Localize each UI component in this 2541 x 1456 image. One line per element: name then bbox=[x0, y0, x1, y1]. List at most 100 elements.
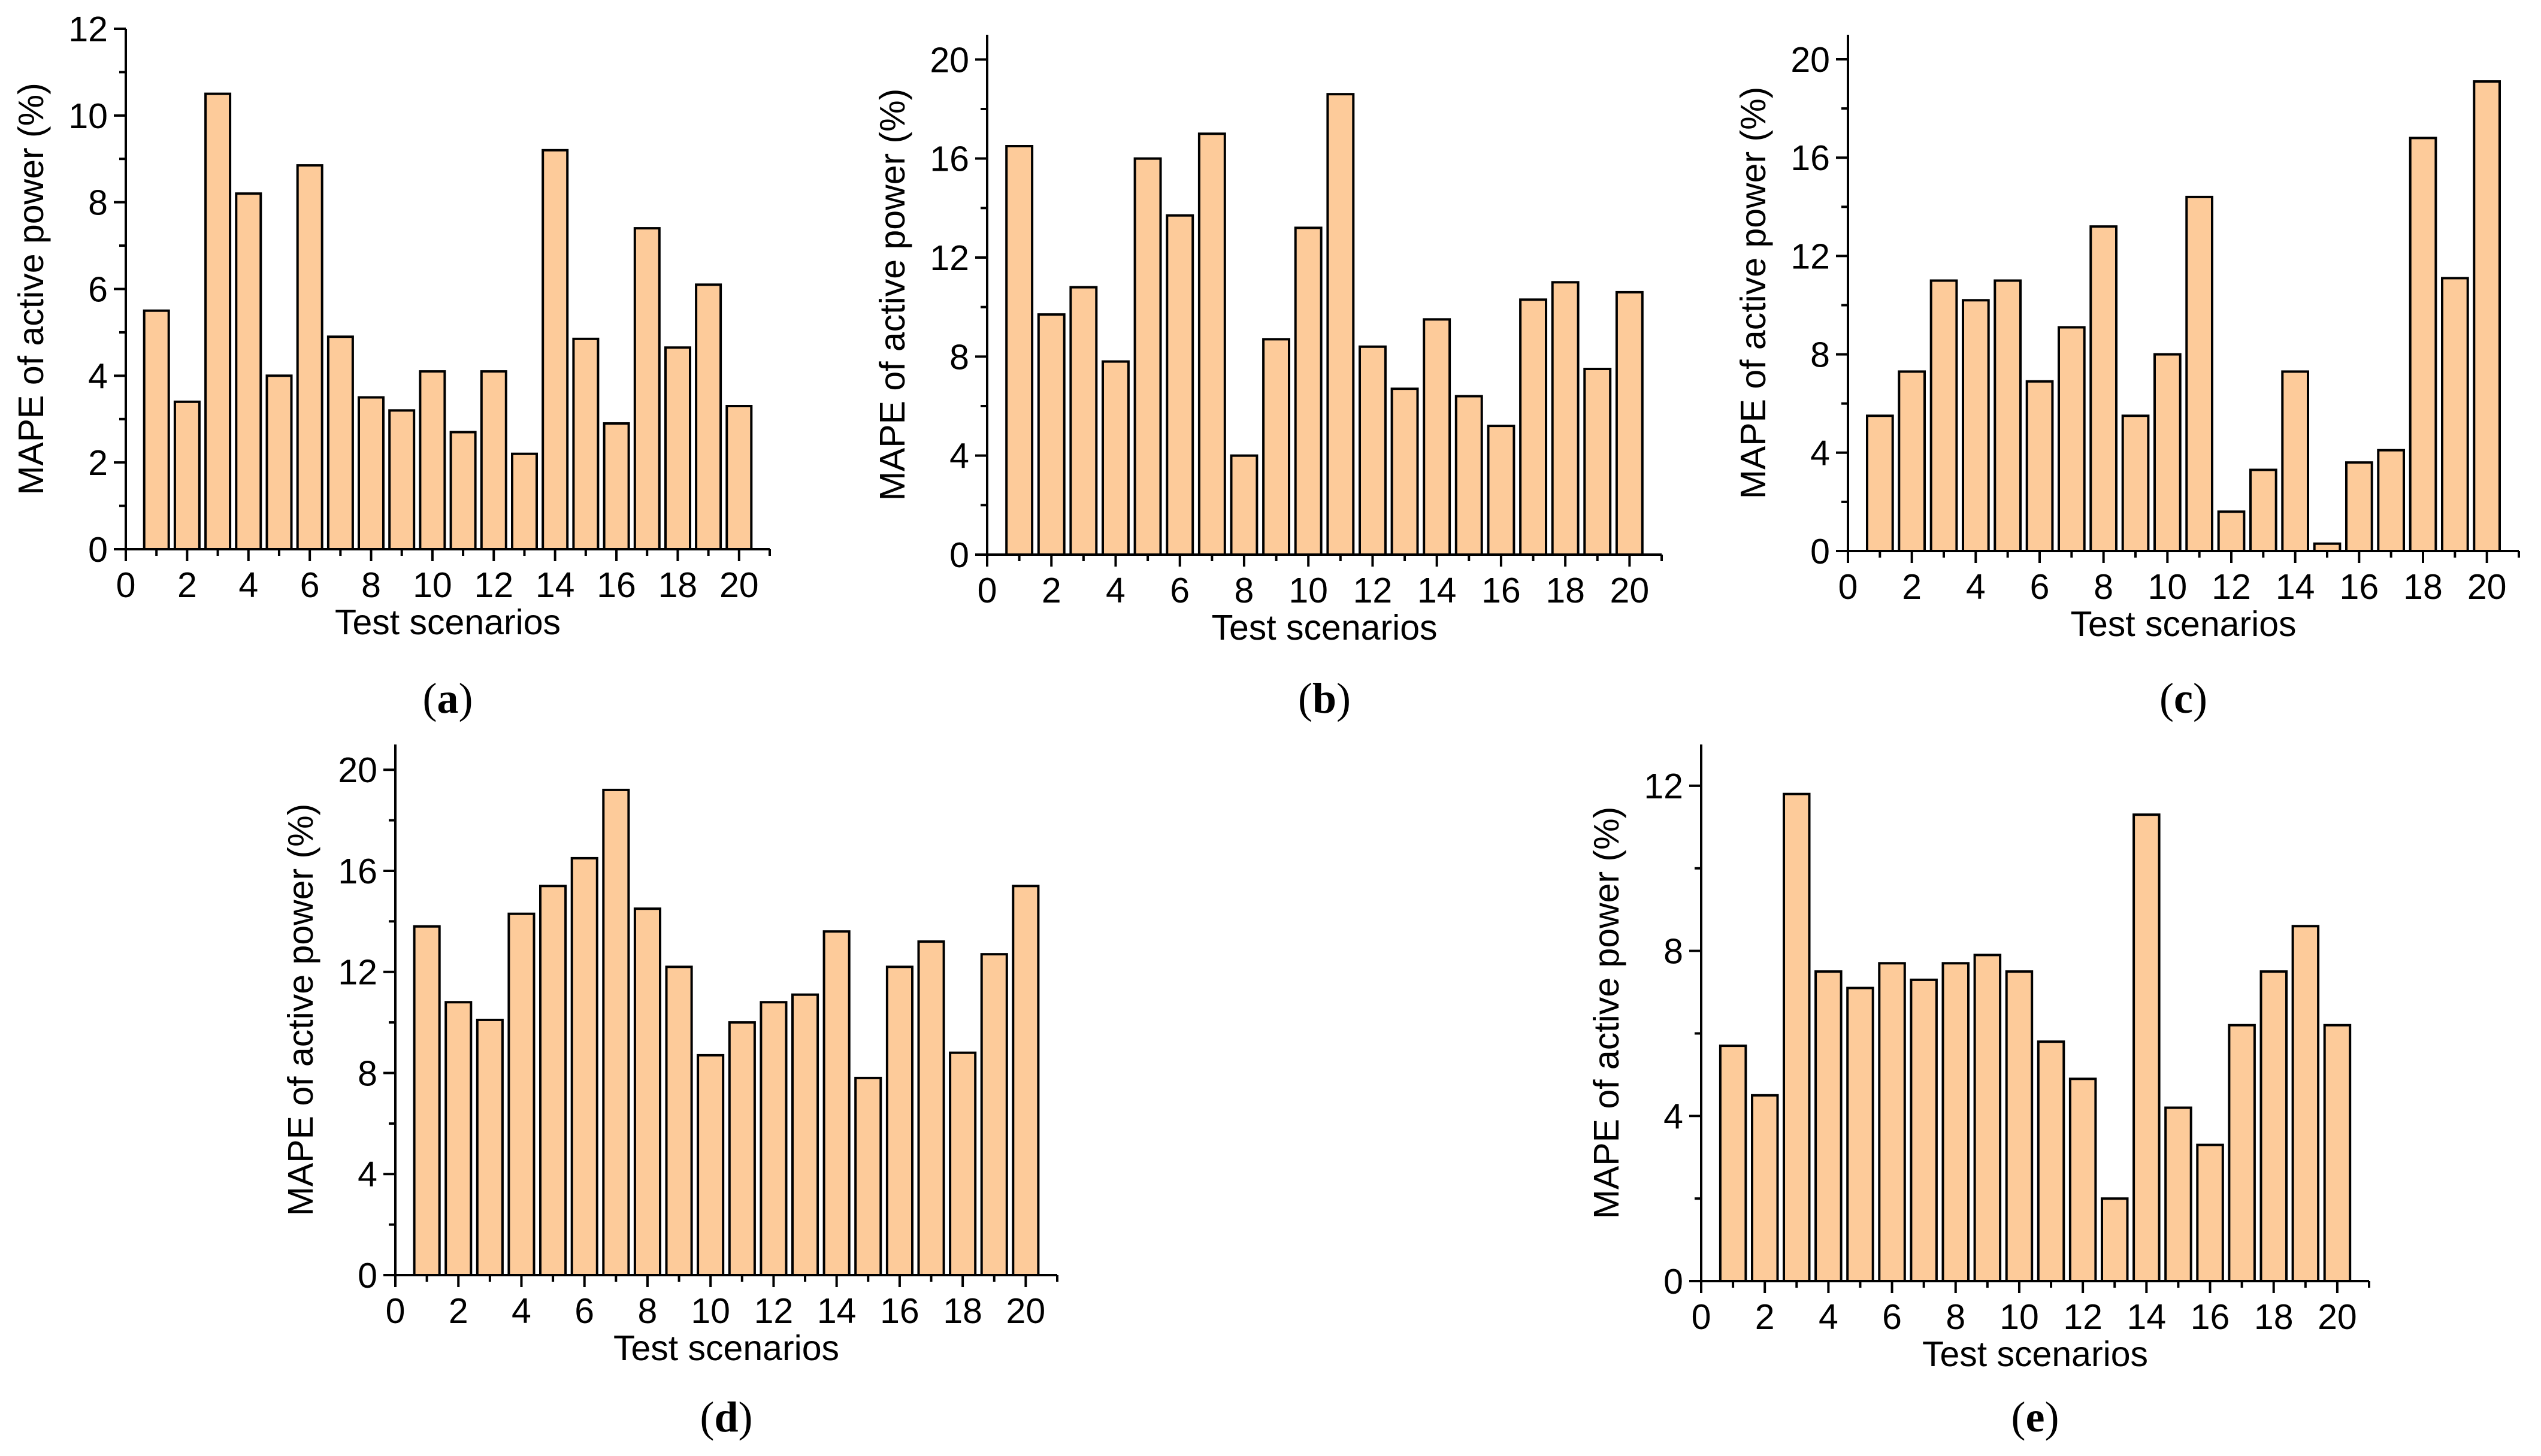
bar-b-scenario-11 bbox=[1326, 93, 1355, 556]
y-tick-label-c-0: 0 bbox=[1810, 532, 1830, 571]
panel-label-c: (c) bbox=[2159, 674, 2207, 722]
x-tick-label-b-18: 18 bbox=[1545, 571, 1585, 610]
bar-e-scenario-2 bbox=[1751, 1094, 1779, 1283]
bar-c-scenario-4 bbox=[1962, 299, 1990, 552]
panel-label-open: ( bbox=[2159, 674, 2174, 722]
y-tick-label-a-0: 0 bbox=[88, 530, 108, 570]
y-tick-label-b-4: 4 bbox=[949, 437, 969, 476]
panel-label-open: ( bbox=[700, 1393, 714, 1441]
y-tick-label-d-12: 12 bbox=[338, 953, 377, 992]
bar-a-scenario-10 bbox=[419, 370, 446, 550]
bar-a-scenario-4 bbox=[235, 192, 262, 550]
bar-d-scenario-13 bbox=[791, 993, 819, 1276]
bar-e-scenario-7 bbox=[1910, 978, 1938, 1283]
y-tick-label-c-20: 20 bbox=[1790, 40, 1830, 80]
x-tick-label-e-12: 12 bbox=[2063, 1297, 2103, 1337]
bar-a-scenario-15 bbox=[572, 337, 600, 550]
bar-e-scenario-19 bbox=[2291, 925, 2320, 1283]
x-tick-label-e-20: 20 bbox=[2318, 1297, 2357, 1337]
bar-e-scenario-5 bbox=[1846, 986, 1874, 1282]
x-tick-label-a-6: 6 bbox=[300, 565, 320, 605]
bar-d-scenario-1 bbox=[413, 925, 441, 1277]
bar-a-scenario-7 bbox=[326, 335, 354, 550]
bar-d-scenario-3 bbox=[476, 1018, 504, 1277]
bar-c-scenario-14 bbox=[2281, 370, 2310, 553]
bar-a-scenario-6 bbox=[296, 164, 323, 551]
panel-label-letter: e bbox=[2026, 1393, 2045, 1441]
panel-label-letter: b bbox=[1312, 674, 1336, 722]
bar-d-scenario-18 bbox=[949, 1051, 977, 1276]
bar-b-scenario-9 bbox=[1262, 338, 1291, 556]
x-tick-label-c-18: 18 bbox=[2403, 567, 2443, 607]
y-tick-label-d-0: 0 bbox=[358, 1256, 377, 1295]
panel-label-letter: c bbox=[2174, 674, 2193, 722]
bar-e-scenario-4 bbox=[1814, 970, 1843, 1282]
y-tick-label-e-4: 4 bbox=[1663, 1097, 1683, 1136]
bar-a-scenario-11 bbox=[449, 431, 477, 550]
x-tick-label-c-4: 4 bbox=[1966, 567, 1986, 607]
chart-panel-d: 0 2 4 6 8 10 12 14 16 18 20 0 4 8 12 16 20 Test scenarios… bbox=[281, 744, 1058, 1441]
bar-e-scenario-1 bbox=[1719, 1045, 1747, 1282]
bar-a-scenario-13 bbox=[511, 452, 538, 551]
x-tick-label-a-14: 14 bbox=[536, 565, 575, 605]
x-tick-label-b-2: 2 bbox=[1042, 571, 1061, 610]
y-axis-title-e: MAPE of active power (%) bbox=[1587, 807, 1626, 1219]
x-tick-label-b-6: 6 bbox=[1170, 571, 1190, 610]
bar-e-scenario-15 bbox=[2164, 1106, 2192, 1282]
x-tick-label-a-18: 18 bbox=[658, 565, 698, 605]
y-tick-label-a-8: 8 bbox=[88, 183, 108, 223]
bar-c-scenario-12 bbox=[2217, 510, 2246, 552]
bar-e-scenario-11 bbox=[2037, 1040, 2065, 1282]
x-tick-label-d-0: 0 bbox=[386, 1291, 406, 1331]
y-tick-label-b-8: 8 bbox=[949, 337, 969, 377]
panel-label-close: ) bbox=[1336, 674, 1351, 722]
panel-label-close: ) bbox=[2044, 1393, 2059, 1441]
bar-c-scenario-8 bbox=[2089, 225, 2118, 552]
bar-b-scenario-5 bbox=[1133, 157, 1162, 556]
bar-b-scenario-8 bbox=[1230, 454, 1259, 556]
panel-label-close: ) bbox=[459, 674, 473, 722]
bar-c-scenario-20 bbox=[2473, 80, 2501, 552]
x-tick-label-d-10: 10 bbox=[691, 1291, 730, 1331]
y-tick-label-b-16: 16 bbox=[930, 140, 969, 179]
x-tick-label-d-2: 2 bbox=[449, 1291, 468, 1331]
y-tick-label-b-0: 0 bbox=[949, 535, 969, 575]
bar-b-scenario-15 bbox=[1454, 395, 1483, 556]
bar-e-scenario-8 bbox=[1941, 962, 1970, 1283]
bar-e-scenario-10 bbox=[2005, 970, 2034, 1282]
bar-d-scenario-15 bbox=[854, 1076, 882, 1277]
bar-d-scenario-14 bbox=[822, 930, 851, 1276]
x-tick-label-b-0: 0 bbox=[978, 571, 997, 610]
bar-a-scenario-5 bbox=[265, 374, 293, 550]
x-tick-label-e-4: 4 bbox=[1819, 1297, 1838, 1337]
y-tick-label-a-6: 6 bbox=[88, 270, 108, 310]
bar-d-scenario-16 bbox=[885, 965, 914, 1277]
bar-b-scenario-10 bbox=[1294, 226, 1323, 556]
bar-d-scenario-10 bbox=[697, 1054, 725, 1277]
bar-c-scenario-6 bbox=[2025, 380, 2054, 552]
x-tick-label-e-6: 6 bbox=[1882, 1297, 1902, 1337]
bar-e-scenario-14 bbox=[2132, 813, 2161, 1282]
x-tick-label-e-18: 18 bbox=[2254, 1297, 2294, 1337]
bar-e-scenario-13 bbox=[2101, 1197, 2129, 1282]
x-axis-title-a: Test scenarios bbox=[335, 603, 561, 642]
panel-label-open: ( bbox=[2011, 1393, 2026, 1441]
bar-c-scenario-13 bbox=[2249, 468, 2277, 552]
panel-label-letter: a bbox=[437, 674, 459, 722]
x-tick-label-a-16: 16 bbox=[597, 565, 636, 605]
y-tick-label-b-20: 20 bbox=[930, 40, 969, 80]
bar-b-scenario-18 bbox=[1551, 281, 1580, 556]
bar-d-scenario-11 bbox=[728, 1021, 756, 1276]
bar-b-scenario-20 bbox=[1615, 290, 1644, 556]
bar-c-scenario-18 bbox=[2409, 137, 2437, 552]
y-axis-title-d: MAPE of active power (%) bbox=[281, 804, 320, 1216]
y-tick-label-e-0: 0 bbox=[1663, 1262, 1683, 1301]
x-tick-label-c-2: 2 bbox=[1902, 567, 1922, 607]
x-tick-label-a-8: 8 bbox=[361, 565, 381, 605]
y-tick-label-d-8: 8 bbox=[358, 1054, 377, 1093]
bar-c-scenario-7 bbox=[2058, 326, 2086, 552]
bar-e-scenario-6 bbox=[1878, 962, 1906, 1283]
x-tick-label-a-20: 20 bbox=[719, 565, 759, 605]
bar-c-scenario-5 bbox=[1994, 279, 2022, 552]
